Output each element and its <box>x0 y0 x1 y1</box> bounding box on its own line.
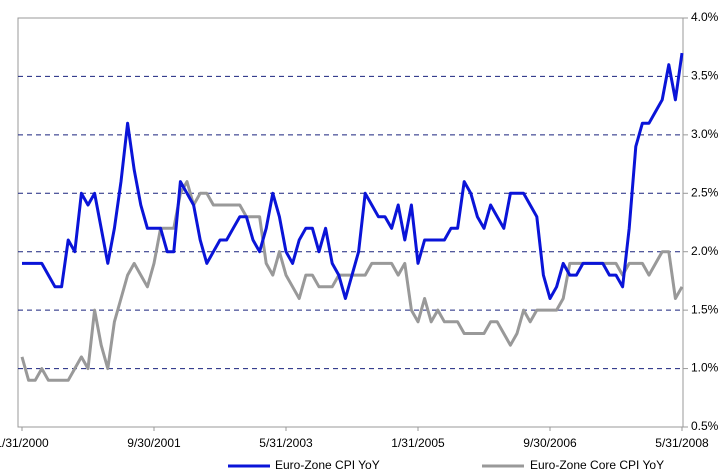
legend-label: Euro-Zone CPI YoY <box>275 458 380 472</box>
y-tick-label: 4.0% <box>691 10 719 24</box>
plot-area <box>17 17 684 428</box>
y-tick-label: 3.5% <box>691 69 719 83</box>
y-tick-label: 2.5% <box>691 185 719 199</box>
y-tick-label: 1.0% <box>691 361 719 375</box>
x-tick-label: 9/30/2001 <box>127 436 181 450</box>
legend-label: Euro-Zone Core CPI YoY <box>530 458 664 472</box>
y-tick-label: 0.5% <box>691 419 719 433</box>
y-tick-label: 1.5% <box>691 302 719 316</box>
series-line <box>22 52 684 300</box>
y-tick-label: 3.0% <box>691 127 719 141</box>
x-tick-label: 5/31/2008 <box>655 436 709 450</box>
x-tick-label: 1/31/2000 <box>0 436 49 450</box>
y-tick-label: 2.0% <box>691 244 719 258</box>
x-tick-label: 1/31/2005 <box>391 436 445 450</box>
x-tick-label: 9/30/2006 <box>523 436 577 450</box>
x-tick-label: 5/31/2003 <box>259 436 313 450</box>
